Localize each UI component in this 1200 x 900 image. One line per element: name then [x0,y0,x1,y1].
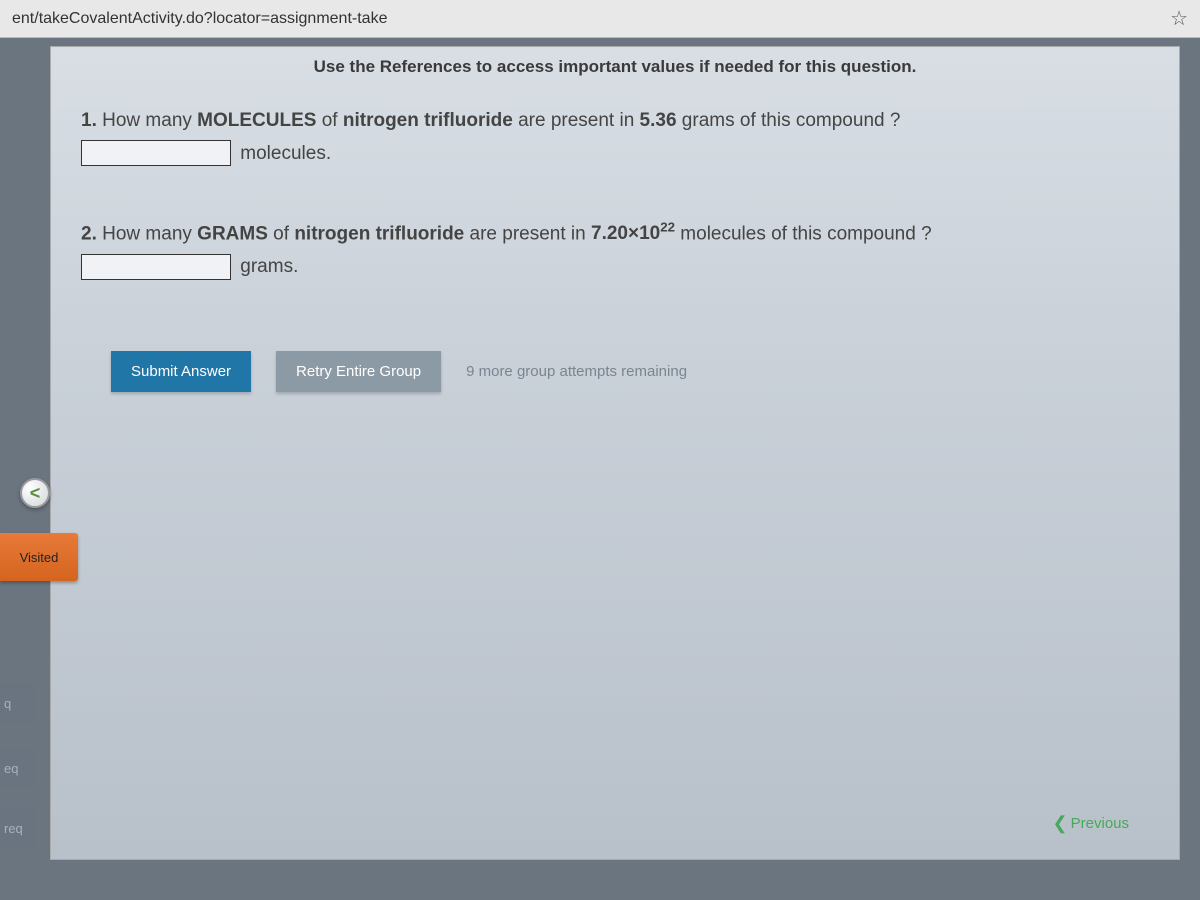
q1-number: 1. [81,110,97,131]
q2-compound: nitrogen trifluoride [294,223,464,244]
submit-answer-button[interactable]: Submit Answer [111,351,251,392]
chevron-left-icon: ❮ [1053,813,1068,834]
q1-text-after2: grams of this compound ? [677,110,901,131]
previous-label: Previous [1071,815,1129,832]
url-bar: ent/takeCovalentActivity.do?locator=assi… [0,0,1200,38]
q2-unit: grams. [240,256,298,277]
q2-value: 7.20×1022 [591,223,675,244]
q1-text-mid: of [316,110,342,131]
q1-answer-input[interactable] [81,140,231,166]
q1-compound: nitrogen trifluoride [343,110,513,131]
q1-text-after1: are present in [513,110,640,131]
retry-group-button[interactable]: Retry Entire Group [276,351,441,392]
content-panel: Use the References to access important v… [50,46,1180,860]
q2-text-before: How many [102,223,197,244]
q2-text-mid: of [268,223,294,244]
chevron-left-icon: < [30,483,41,504]
q1-emphasis: MOLECULES [197,110,316,131]
attempts-remaining-text: 9 more group attempts remaining [466,363,687,380]
previous-link[interactable]: ❮ Previous [1053,813,1129,834]
bookmark-star-icon[interactable]: ☆ [1170,6,1188,31]
side-tab-1[interactable]: q [0,683,35,723]
q1-value: 5.36 [640,110,677,131]
side-tab-2[interactable]: eq [0,748,35,788]
side-tab-3[interactable]: req [0,808,35,848]
visited-badge[interactable]: Visited [0,533,78,581]
nav-back-circle[interactable]: < [20,478,50,508]
question-2: 2. How many GRAMS of nitrogen trifluorid… [51,218,1179,331]
q2-text-after2: molecules of this compound ? [675,223,932,244]
question-1: 1. How many MOLECULES of nitrogen triflu… [51,107,1179,218]
q2-answer-input[interactable] [81,254,231,280]
instruction-text: Use the References to access important v… [51,47,1179,107]
q1-text-before: How many [102,110,197,131]
q2-number: 2. [81,223,97,244]
button-row: Submit Answer Retry Entire Group 9 more … [51,331,1179,412]
visited-label: Visited [20,550,59,565]
main-area: Use the References to access important v… [0,38,1200,900]
q2-text-after1: are present in [464,223,591,244]
url-text: ent/takeCovalentActivity.do?locator=assi… [12,10,387,28]
q1-unit: molecules. [240,143,331,164]
q2-emphasis: GRAMS [197,223,268,244]
